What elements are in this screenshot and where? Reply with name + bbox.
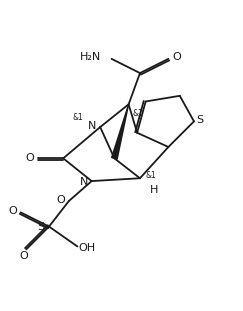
Text: O: O [57,195,65,205]
Text: N: N [88,121,96,131]
Text: &1: &1 [145,171,156,180]
Text: &1: &1 [132,109,143,118]
Text: H: H [150,185,158,195]
Text: O: O [25,153,34,163]
Polygon shape [112,104,129,159]
Text: S: S [37,222,45,232]
Text: O: O [8,206,17,216]
Text: OH: OH [79,243,96,253]
Text: O: O [173,53,181,63]
Text: &1: &1 [73,113,83,122]
Text: H₂N: H₂N [80,53,102,63]
Text: N: N [79,177,88,187]
Text: O: O [19,251,28,262]
Text: S: S [197,115,204,125]
